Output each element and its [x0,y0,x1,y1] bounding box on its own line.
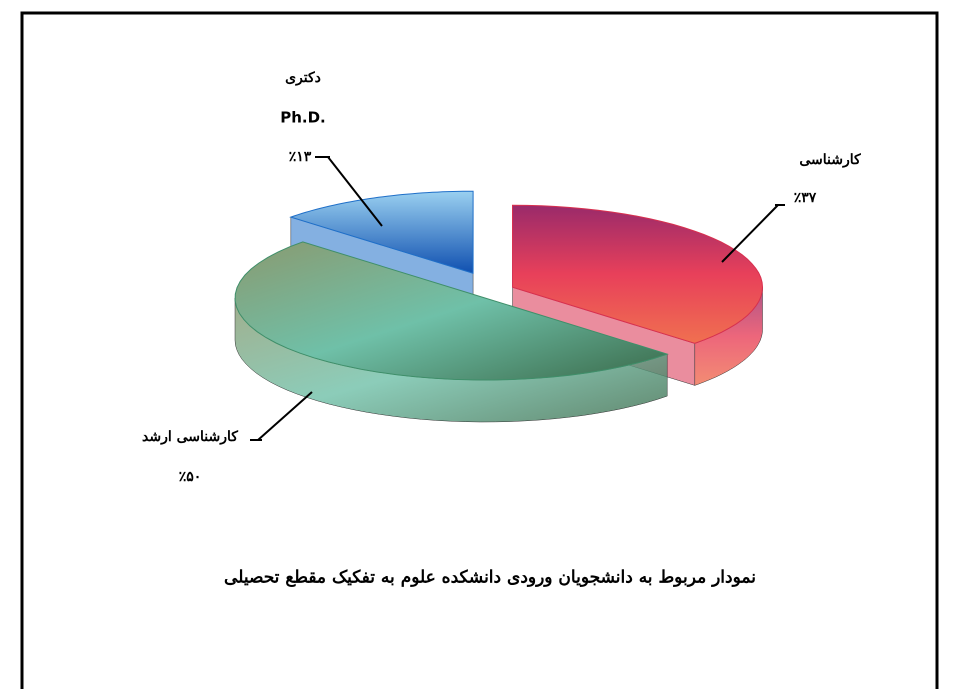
frame [20,11,939,689]
slice [234,241,669,381]
value-label: ٪۵۰ [179,469,202,485]
category-sublabel: Ph.D. [280,109,326,127]
value-label: ٪۳۷ [794,190,817,206]
value-label: ٪۱۳ [289,149,312,165]
leader-lines [250,156,785,441]
category-label: کارشناسی [799,152,861,168]
slice [289,190,474,274]
pie [234,190,764,423]
category-label: کارشناسی ارشد [142,429,238,445]
chart-title: نمودار مربوط به دانشجویان ورودی دانشکده … [224,568,756,588]
slice [511,204,764,344]
category-label: دکتری [285,70,321,86]
